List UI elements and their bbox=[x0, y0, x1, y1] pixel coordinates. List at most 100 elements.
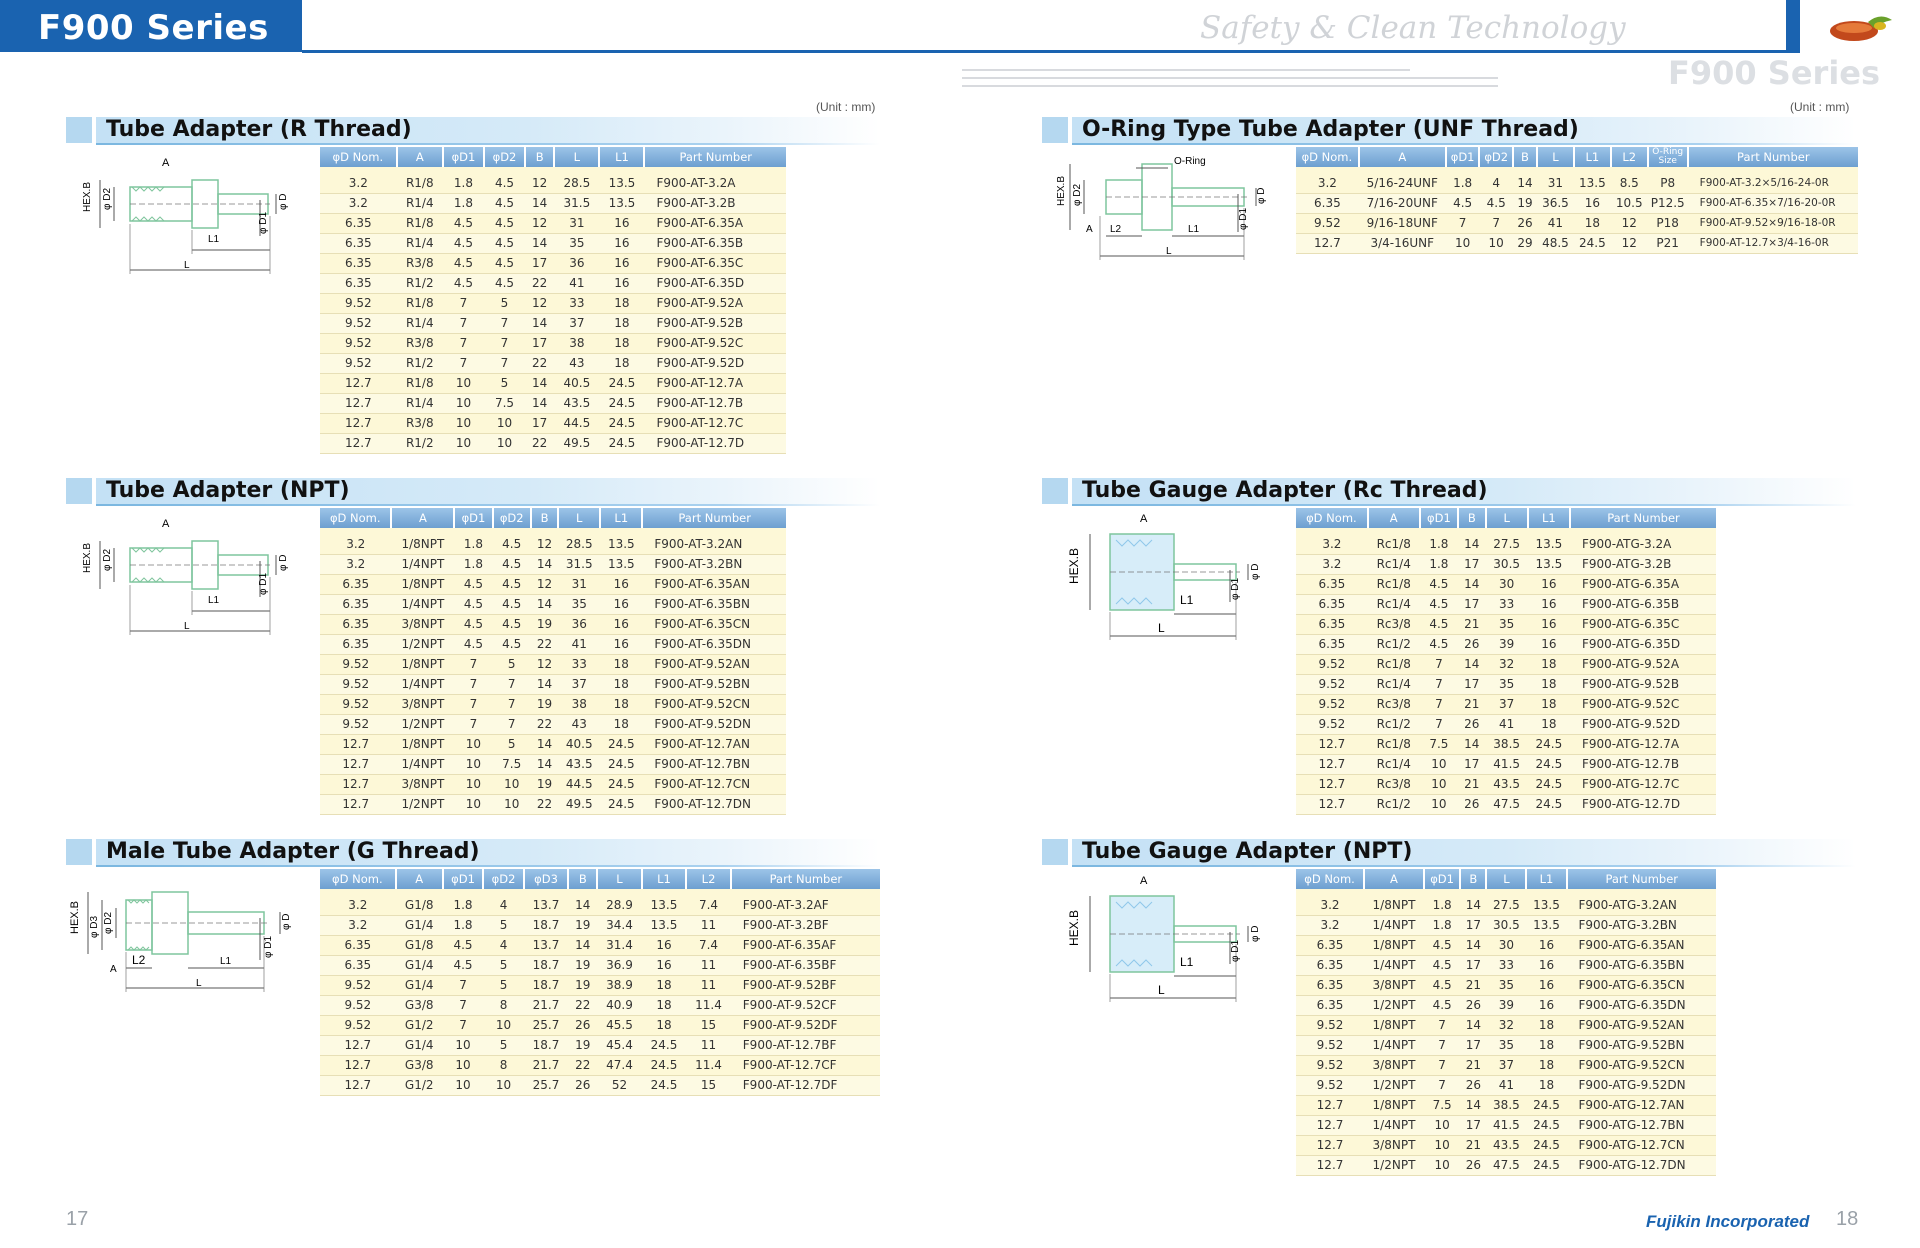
table-cell: 12 bbox=[525, 293, 555, 314]
table-cell: 8.5 bbox=[1610, 167, 1648, 194]
table-cell: 9.52 bbox=[320, 313, 397, 334]
table-cell: 7 bbox=[442, 975, 484, 996]
part-number-cell: F900-AT-12.7BN bbox=[642, 754, 786, 775]
column-header: φD1 bbox=[1419, 508, 1460, 528]
table-row: 12.7 R1/8 10 5 14 40.5 24.5 F900-AT-12.7A bbox=[320, 373, 786, 394]
table-cell: 18 bbox=[1527, 654, 1570, 675]
table-cell: 17 bbox=[1458, 674, 1486, 695]
table-cell: 14 bbox=[568, 935, 598, 956]
table-cell: 9.52 bbox=[1296, 654, 1368, 675]
label-a: A bbox=[1086, 224, 1093, 235]
table-cell: 19 bbox=[530, 774, 559, 795]
table-cell: 14 bbox=[530, 594, 559, 615]
page-number-right: 18 bbox=[1836, 1208, 1859, 1230]
table-row: 9.52 R1/4 7 7 14 37 18 F900-AT-9.52B bbox=[320, 313, 786, 334]
part-number-cell: F900-AT-6.35BF bbox=[730, 955, 880, 976]
part-number-cell: F900-ATG-12.7BN bbox=[1566, 1115, 1716, 1136]
table-cell: 1/4NPT bbox=[1364, 1115, 1424, 1136]
table-cell: 43.5 bbox=[1485, 774, 1528, 795]
table-cell: 24.5 bbox=[641, 1055, 687, 1076]
table-cell: P18 bbox=[1647, 213, 1688, 234]
table-cell: 7 bbox=[454, 674, 493, 695]
table-row: 6.35 R1/4 4.5 4.5 14 35 16 F900-AT-6.35B bbox=[320, 233, 786, 254]
table-cell: 16 bbox=[1526, 975, 1567, 996]
table-cell: 7 bbox=[483, 333, 525, 354]
table-row: 9.52 R1/2 7 7 22 43 18 F900-AT-9.52D bbox=[320, 353, 786, 374]
table-cell: 31 bbox=[554, 213, 600, 234]
part-number-cell: F900-ATG-9.52DN bbox=[1566, 1075, 1716, 1096]
table-cell: 24.5 bbox=[599, 373, 645, 394]
table-row: 3.2 Rc1/8 1.8 14 27.5 13.5 F900-ATG-3.2A bbox=[1296, 528, 1716, 555]
column-header: φD2 bbox=[492, 508, 532, 528]
table-cell: 12.7 bbox=[1296, 1135, 1365, 1156]
table-cell: 18 bbox=[1573, 213, 1611, 234]
table-cell: 31 bbox=[1536, 167, 1574, 194]
table-cell: R1/4 bbox=[396, 393, 443, 414]
table-cell: 18 bbox=[641, 1015, 687, 1036]
table-row: 9.52 1/8NPT 7 14 32 18 F900-ATG-9.52AN bbox=[1296, 1015, 1716, 1036]
table-cell: 6.35 bbox=[320, 634, 392, 655]
column-header: B bbox=[1458, 508, 1487, 528]
table-cell: 30 bbox=[1486, 935, 1527, 956]
column-header: φD Nom. bbox=[320, 508, 393, 528]
table-row: 9.52 9/16-18UNF 7 7 26 41 18 12 P18 F900-AT-9.52×… bbox=[1296, 213, 1858, 234]
table-row: 6.35 R1/2 4.5 4.5 22 41 16 F900-AT-6.35D bbox=[320, 273, 786, 294]
column-header: φD1 bbox=[454, 508, 494, 528]
table-cell: 10 bbox=[1423, 1115, 1461, 1136]
table-cell: 4.5 bbox=[483, 273, 525, 294]
table-cell: 13.5 bbox=[641, 889, 687, 916]
table-row: 6.35 1/4NPT 4.5 17 33 16 F900-ATG-6.35BN bbox=[1296, 955, 1716, 976]
table-cell: Rc1/8 bbox=[1367, 574, 1420, 595]
table-cell: 37 bbox=[1485, 694, 1528, 715]
table-cell: 10 bbox=[1445, 233, 1480, 254]
table-cell: 10 bbox=[442, 1055, 484, 1076]
label-d: φ D bbox=[278, 194, 289, 210]
table-cell: 26 bbox=[568, 1015, 598, 1036]
table-cell: 48.5 bbox=[1536, 233, 1574, 254]
part-number-cell: F900-AT-6.35CN bbox=[642, 614, 786, 635]
part-number-cell: F900-AT-3.2BN bbox=[642, 554, 786, 575]
part-number-cell: F900-AT-9.52CN bbox=[642, 694, 786, 715]
table-cell: 16 bbox=[600, 614, 643, 635]
table-cell: 3/4-16UNF bbox=[1358, 233, 1446, 254]
label-hexb: HEX.B bbox=[82, 543, 93, 573]
table-cell: 4.5 bbox=[454, 614, 493, 635]
table-cell: 38 bbox=[554, 333, 600, 354]
part-number-cell: F900-ATG-9.52B bbox=[1569, 674, 1716, 695]
table-cell: 33 bbox=[1485, 594, 1528, 615]
table-cell: 10 bbox=[454, 754, 493, 775]
table-row: 9.52 G3/8 7 8 21.7 22 40.9 18 11.4 F900-AT-9.52CF bbox=[320, 995, 880, 1016]
column-header: O-Ring Size bbox=[1647, 147, 1689, 167]
table-cell: 7 bbox=[1423, 1015, 1461, 1036]
table-cell: 14 bbox=[1458, 574, 1486, 595]
table-cell: 13.5 bbox=[1573, 167, 1611, 194]
label-d: φ D bbox=[278, 555, 289, 571]
table-cell: 14 bbox=[530, 754, 559, 775]
table-cell: 4.5 bbox=[454, 574, 493, 595]
table-cell: 41 bbox=[1486, 1075, 1527, 1096]
table-cell: 18 bbox=[1526, 1055, 1567, 1076]
table-row: 6.35 1/2NPT 4.5 4.5 22 41 16 F900-AT-6.35DN bbox=[320, 634, 786, 655]
table-cell: 21 bbox=[1460, 1135, 1487, 1156]
table-cell: 26 bbox=[568, 1075, 598, 1096]
table-row: 6.35 R3/8 4.5 4.5 17 36 16 F900-AT-6.35C bbox=[320, 253, 786, 274]
table-cell: 14 bbox=[1460, 889, 1487, 916]
tagline: Safety & Clean Technology bbox=[1200, 10, 1626, 46]
table-cell: 12 bbox=[1610, 213, 1648, 234]
part-number-cell: F900-ATG-12.7A bbox=[1569, 734, 1716, 755]
part-number-cell: F900-AT-6.35×7/16-20-0R bbox=[1687, 193, 1858, 214]
table-cell: 35 bbox=[558, 594, 601, 615]
table-cell: 10 bbox=[442, 373, 484, 394]
part-number-cell: F900-ATG-9.52C bbox=[1569, 694, 1716, 715]
label-l1: L1 bbox=[1188, 224, 1200, 235]
part-number-cell: F900-AT-12.7DN bbox=[642, 794, 786, 815]
label-hexb: HEX.B bbox=[69, 901, 81, 934]
table-cell: R1/2 bbox=[396, 353, 443, 374]
table-cell: 9.52 bbox=[1296, 694, 1368, 715]
table-cell: G1/4 bbox=[395, 975, 443, 996]
table-cell: Rc1/8 bbox=[1367, 528, 1420, 555]
section-header: Tube Gauge Adapter (Rc Thread) bbox=[1042, 476, 1856, 506]
table-cell: 22 bbox=[530, 714, 559, 735]
